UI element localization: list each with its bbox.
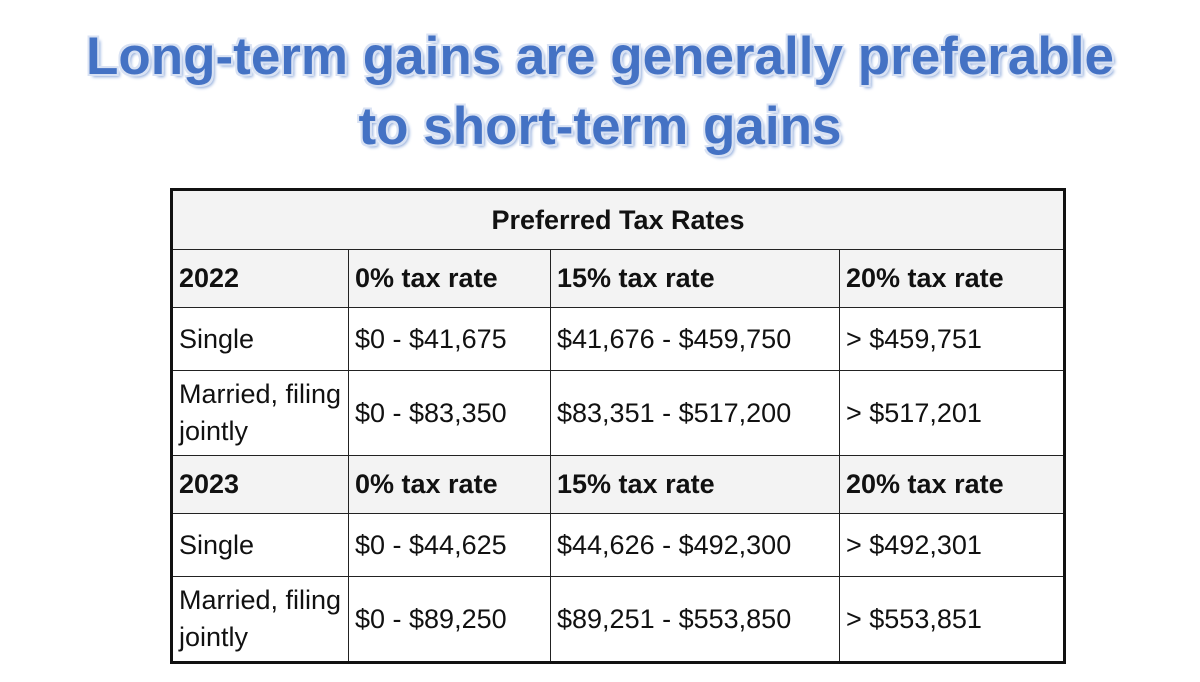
data-row: Single $0 - $41,675 $41,676 - $459,750 > $4… [171,307,1065,371]
cell: $41,676 - $459,750 [550,307,840,371]
cell: > $517,201 [839,370,1065,456]
data-row: Married, filing jointly $0 - $83,350 $83,3… [171,370,1065,456]
cell: Single [171,513,349,577]
year-header-row: 2022 0% tax rate 15% tax rate 20% tax rate [171,249,1065,308]
cell: Married, filing jointly [171,576,349,663]
cell: $0 - $41,675 [348,307,551,371]
header-cell: 15% tax rate [550,249,840,308]
cell: Single [171,307,349,371]
year-header-row: 2023 0% tax rate 15% tax rate 20% tax rate [171,455,1065,514]
table-caption: Preferred Tax Rates [171,189,1065,250]
cell: Married, filing jointly [171,370,349,456]
header-cell: 0% tax rate [348,249,551,308]
header-cell: 15% tax rate [550,455,840,514]
slide-title: Long-term gains are generally preferable… [0,22,1200,162]
header-cell: 2022 [171,249,349,308]
cell: $0 - $44,625 [348,513,551,577]
tax-table: Preferred Tax Rates 2022 0% tax rate 15% t… [170,188,1066,664]
cell: $0 - $83,350 [348,370,551,456]
header-cell: 0% tax rate [348,455,551,514]
caption-row: Preferred Tax Rates [171,189,1065,250]
header-cell: 20% tax rate [839,455,1065,514]
cell: $89,251 - $553,850 [550,576,840,663]
cell: > $553,851 [839,576,1065,663]
cell: $44,626 - $492,300 [550,513,840,577]
cell: $0 - $89,250 [348,576,551,663]
title-line: to short-term gains [358,97,842,156]
title-line: Long-term gains are generally preferable [86,27,1114,86]
cell: > $459,751 [839,307,1065,371]
cell: $83,351 - $517,200 [550,370,840,456]
data-row: Single $0 - $44,625 $44,626 - $492,300 > $4… [171,513,1065,577]
header-cell: 20% tax rate [839,249,1065,308]
data-row: Married, filing jointly $0 - $89,250 $89,2… [171,576,1065,663]
header-cell: 2023 [171,455,349,514]
cell: > $492,301 [839,513,1065,577]
